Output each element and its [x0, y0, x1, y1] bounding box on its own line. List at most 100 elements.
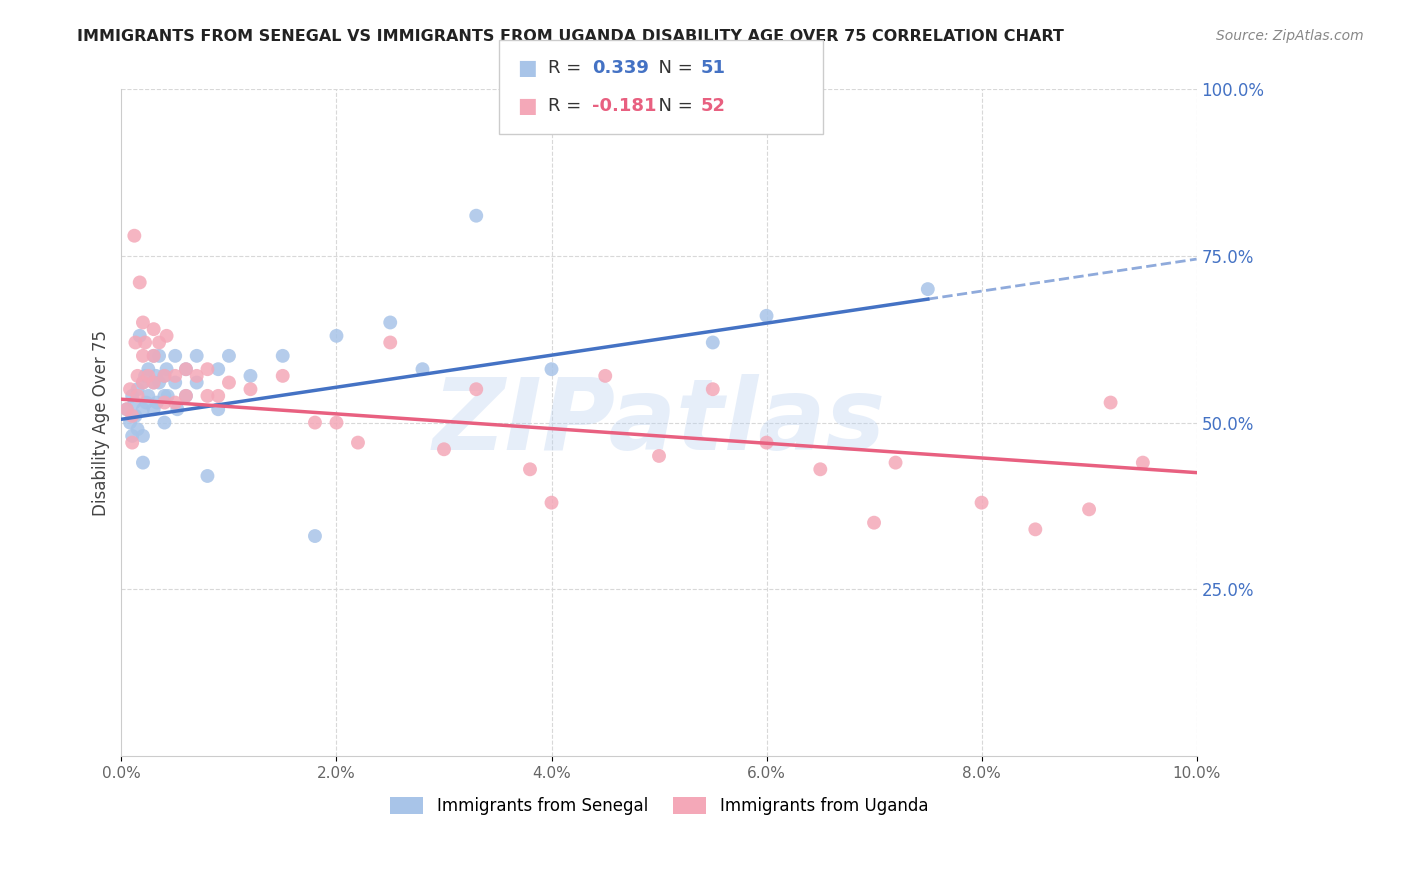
Point	[380, 335, 402, 350]
Point	[648, 449, 671, 463]
Text: 52: 52	[700, 96, 725, 114]
Point	[124, 335, 146, 350]
Point	[153, 389, 176, 403]
Point	[124, 395, 146, 409]
Point	[128, 276, 150, 290]
Point	[465, 209, 488, 223]
Point	[174, 389, 197, 403]
Text: ■: ■	[517, 58, 537, 78]
Point	[121, 429, 143, 443]
Point	[808, 462, 831, 476]
Point	[127, 368, 149, 383]
Text: 51: 51	[700, 60, 725, 78]
Point	[132, 429, 155, 443]
Point	[207, 389, 229, 403]
Point	[148, 376, 170, 390]
Point	[186, 376, 208, 390]
Point	[155, 328, 177, 343]
Point	[755, 435, 778, 450]
Point	[207, 402, 229, 417]
Point	[271, 368, 294, 383]
Point	[118, 416, 141, 430]
Point	[148, 335, 170, 350]
Point	[540, 496, 562, 510]
Point	[197, 469, 219, 483]
Point	[124, 228, 146, 243]
Point	[239, 382, 262, 396]
Point	[433, 442, 456, 457]
Text: R =: R =	[548, 96, 588, 114]
Point	[380, 316, 402, 330]
Point	[519, 462, 541, 476]
Point	[142, 349, 165, 363]
Point	[325, 328, 347, 343]
Point	[142, 322, 165, 336]
Point	[118, 382, 141, 396]
Point	[174, 389, 197, 403]
Y-axis label: Disability Age Over 75: Disability Age Over 75	[93, 329, 110, 516]
Point	[132, 316, 155, 330]
Point	[146, 395, 169, 409]
Point	[593, 368, 616, 383]
Point	[121, 389, 143, 403]
Point	[884, 456, 907, 470]
Point	[165, 368, 187, 383]
Point	[136, 362, 159, 376]
Point	[186, 368, 208, 383]
Point	[186, 349, 208, 363]
Point	[239, 368, 262, 383]
Point	[135, 395, 157, 409]
Point	[465, 382, 488, 396]
Point	[347, 435, 370, 450]
Point	[207, 362, 229, 376]
Point	[142, 376, 165, 390]
Text: -0.181: -0.181	[592, 96, 657, 114]
Point	[1024, 522, 1046, 536]
Text: N =: N =	[647, 96, 699, 114]
Point	[197, 362, 219, 376]
Point	[411, 362, 433, 376]
Point	[218, 349, 240, 363]
Point	[863, 516, 886, 530]
Point	[134, 368, 156, 383]
Point	[174, 362, 197, 376]
Point	[132, 376, 155, 390]
Point	[165, 376, 187, 390]
Point	[174, 362, 197, 376]
Point	[132, 456, 155, 470]
Point	[153, 368, 176, 383]
Point	[917, 282, 939, 296]
Point	[148, 349, 170, 363]
Point	[121, 409, 143, 423]
Point	[142, 376, 165, 390]
Text: Source: ZipAtlas.com: Source: ZipAtlas.com	[1216, 29, 1364, 43]
Point	[132, 376, 155, 390]
Point	[156, 389, 179, 403]
Point	[702, 335, 724, 350]
Point	[127, 389, 149, 403]
Point	[136, 389, 159, 403]
Point	[166, 402, 188, 417]
Point	[970, 496, 993, 510]
Point	[121, 435, 143, 450]
Point	[115, 402, 138, 417]
Point	[165, 395, 187, 409]
Point	[153, 395, 176, 409]
Point	[755, 309, 778, 323]
Point	[165, 349, 187, 363]
Point	[540, 362, 562, 376]
Point	[124, 409, 146, 423]
Point	[136, 368, 159, 383]
Point	[127, 382, 149, 396]
Point	[128, 328, 150, 343]
Text: ZIPatlas: ZIPatlas	[433, 374, 886, 471]
Point	[197, 389, 219, 403]
Point	[142, 402, 165, 417]
Point	[153, 368, 176, 383]
Point	[153, 416, 176, 430]
Point	[145, 368, 167, 383]
Text: IMMIGRANTS FROM SENEGAL VS IMMIGRANTS FROM UGANDA DISABILITY AGE OVER 75 CORRELA: IMMIGRANTS FROM SENEGAL VS IMMIGRANTS FR…	[77, 29, 1064, 44]
Point	[304, 529, 326, 543]
Text: R =: R =	[548, 60, 588, 78]
Point	[1132, 456, 1154, 470]
